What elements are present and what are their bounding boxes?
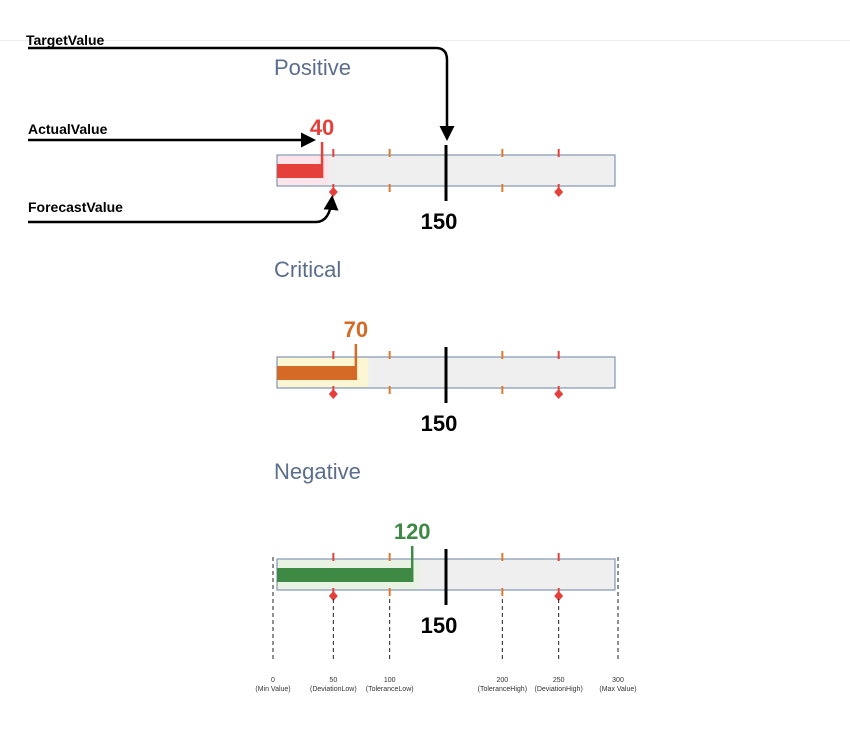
top-divider (0, 40, 850, 41)
deviation-high-marker (554, 187, 564, 197)
deviation-high-marker (554, 591, 564, 601)
axis-tick-value: 0 (271, 677, 275, 684)
section-title: Positive (274, 55, 351, 80)
deviation-high-marker (554, 389, 564, 399)
target-value-label: 150 (421, 613, 458, 638)
bullet-charts: Positive 40 150 Critical 70 150 Negative 120 150 (274, 55, 616, 638)
forecast-callout-arrow (28, 195, 339, 224)
axis-tick-label: (Max Value) (599, 686, 636, 693)
axis-tick-value: 100 (384, 677, 396, 684)
deviation-low-marker (328, 591, 338, 601)
actual-value-bar (277, 568, 413, 582)
deviation-low-marker (328, 389, 338, 399)
actual-value-bar (277, 164, 323, 178)
forecast-callout-label: ForecastValue (28, 199, 123, 215)
axis-tick-label: (ToleranceHigh) (478, 686, 527, 693)
actual-callout-label: ActualValue (28, 121, 108, 137)
actual-value-label: 70 (344, 317, 368, 342)
axis-tick-label: (ToleranceLow) (366, 686, 414, 693)
axis-tick-value: 300 (612, 677, 624, 684)
section-title: Negative (274, 459, 361, 484)
axis-tick-label: (DeviationHigh) (535, 686, 583, 693)
section-title: Critical (274, 257, 341, 282)
axis-tick-label: (DeviationLow) (310, 686, 357, 693)
target-value-label: 150 (421, 411, 458, 436)
bullet-chart-positive: Positive 40 150 (274, 55, 616, 234)
axis-tick-value: 50 (329, 677, 337, 684)
axis-tick-value: 200 (496, 677, 508, 684)
target-callout-arrow (28, 46, 455, 141)
bullet-chart-critical: Critical 70 150 (274, 257, 616, 436)
axis-tick-label: (Min Value) (255, 686, 290, 693)
actual-value-label: 120 (394, 519, 431, 544)
scale-axis: 0 (Min Value) 50 (DeviationLow) 100 (Toleranc… (255, 557, 637, 693)
callout-annotations: TargetValue ActualValue ForecastValue (26, 32, 455, 224)
bullet-chart-negative: Negative 120 150 (274, 459, 616, 638)
target-callout-label: TargetValue (26, 32, 105, 48)
deviation-low-marker (328, 187, 338, 197)
actual-value-label: 40 (310, 115, 334, 140)
actual-value-bar (277, 366, 356, 380)
target-value-label: 150 (421, 209, 458, 234)
axis-tick-value: 250 (553, 677, 565, 684)
